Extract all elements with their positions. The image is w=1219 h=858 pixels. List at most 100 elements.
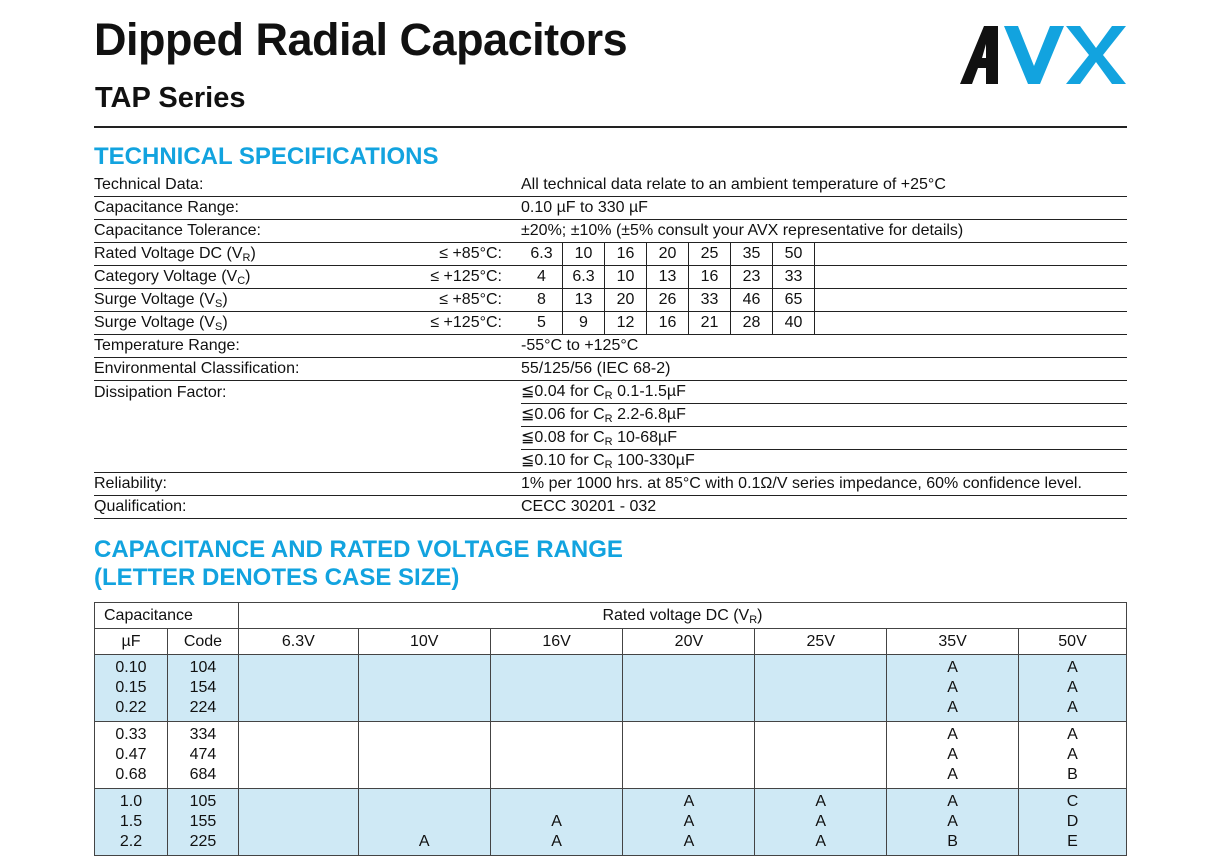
voltage-value: 65 (772, 289, 815, 311)
spec-label: Category Voltage (VC) (94, 265, 384, 289)
spec-label: Reliability: (94, 472, 384, 496)
spec-value: ±20%; ±10% (±5% consult your AVX represe… (521, 219, 1127, 243)
voltage-column-header: 20V (622, 628, 756, 655)
voltage-value: 33 (688, 289, 730, 311)
voltage-value: 20 (646, 243, 688, 265)
case-size-cell (622, 654, 756, 722)
code-values: 104 154 224 (166, 654, 239, 722)
voltage-column-header: 10V (357, 628, 491, 655)
voltage-value: 21 (688, 312, 730, 334)
uf-values: 0.33 0.47 0.68 (94, 721, 168, 789)
spec-condition: ≤ +125°C: (384, 311, 521, 335)
voltage-value: 16 (688, 266, 730, 288)
voltage-value: 26 (646, 289, 688, 311)
spec-value: ≦0.10 for CR 100-330µF (521, 449, 1127, 473)
spec-label (94, 427, 384, 450)
spec-condition: ≤ +125°C: (384, 265, 521, 289)
spec-label: Environmental Classification: (94, 357, 384, 381)
table-row: 1.0 1.5 2.2 105 155 225 A A A A A A A A A A A B C D E (94, 788, 1127, 856)
spec-value: All technical data relate to an ambient … (521, 174, 1127, 197)
voltage-value: 6.3 (562, 266, 604, 288)
voltage-rows: Rated Voltage DC (VR) ≤ +85°C: 6.3 10 16 20 25… (94, 242, 1127, 335)
spec-label: Surge Voltage (VS) (94, 288, 384, 312)
spec-value: ≦0.04 for CR 0.1-1.5µF (521, 380, 1127, 404)
case-size-cell (622, 721, 756, 789)
voltage-value: 10 (604, 266, 646, 288)
case-size-cell (489, 654, 624, 722)
case-size-cell (489, 721, 624, 789)
case-size-cell: A (357, 788, 491, 856)
spec-condition: ≤ +85°C: (384, 288, 521, 312)
spec-row-cap-tolerance: Capacitance Tolerance: ±20%; ±10% (±5% c… (94, 219, 1127, 243)
spec-value: ≦0.06 for CR 2.2-6.8µF (521, 403, 1127, 427)
dissipation-rows: Dissipation Factor: ≦0.04 for CR 0.1-1.5µ… (94, 380, 1127, 473)
spec-row-temp-range: Temperature Range: -55°C to +125°C (94, 334, 1127, 358)
voltage-value: 23 (730, 266, 772, 288)
voltage-value: 50 (772, 243, 815, 265)
spec-label: Qualification: (94, 495, 384, 519)
spec-row-cap-range: Capacitance Range: 0.10 µF to 330 µF (94, 196, 1127, 220)
spec-condition: ≤ +85°C: (384, 242, 521, 266)
spec-value: 55/125/56 (IEC 68-2) (521, 357, 1127, 381)
capacitance-header: Capacitance (94, 602, 239, 629)
case-size-cell (237, 654, 359, 722)
spec-row-voltage: Rated Voltage DC (VR) ≤ +85°C: 6.3 10 16 20 25… (94, 242, 1127, 266)
case-size-cell (357, 721, 491, 789)
voltage-value: 6.3 (530, 245, 553, 262)
voltage-value: 13 (562, 289, 604, 311)
voltage-values: 5 9 12 16 21 28 40 (521, 312, 815, 334)
voltage-value: 28 (730, 312, 772, 334)
spec-label: Dissipation Factor: (94, 383, 227, 401)
code-values: 105 155 225 (166, 788, 239, 856)
voltage-value: 5 (537, 314, 546, 331)
uf-values: 1.0 1.5 2.2 (94, 788, 168, 856)
spec-label: Capacitance Range: (94, 196, 384, 220)
voltage-value: 8 (537, 291, 546, 308)
case-size-cell (237, 721, 359, 789)
voltage-value: 10 (562, 243, 604, 265)
spec-row-voltage: Surge Voltage (VS) ≤ +125°C: 5 9 12 16 21 28 40 (94, 311, 1127, 335)
spec-row-reliability: Reliability: 1% per 1000 hrs. at 85°C wi… (94, 472, 1127, 496)
spec-row-dissipation: ≦0.06 for CR 2.2-6.8µF (94, 403, 1127, 427)
capacitance-range-table: Capacitance Rated voltage DC (VR) µF Cod… (94, 602, 1128, 856)
range-heading-line2: (LETTER DENOTES CASE SIZE) (94, 564, 460, 591)
voltage-values: 6.3 10 16 20 25 35 50 (521, 243, 815, 265)
spec-label: Rated Voltage DC (VR) (94, 242, 384, 266)
spec-row-dissipation: ≦0.08 for CR 10-68µF (94, 426, 1127, 450)
voltage-value: 12 (604, 312, 646, 334)
spec-label: Temperature Range: (94, 334, 384, 358)
spec-label: Technical Data: (94, 174, 384, 197)
header-rule (94, 126, 1127, 128)
spec-value: CECC 30201 - 032 (521, 495, 1127, 519)
voltage-value: 40 (772, 312, 815, 334)
spec-row-technical-data: Technical Data: All technical data relat… (94, 174, 1127, 197)
uf-values: 0.10 0.15 0.22 (94, 654, 168, 722)
avx-logo (960, 26, 1126, 84)
tech-spec-heading: TECHNICAL SPECIFICATIONS (94, 143, 439, 170)
voltage-value: 35 (730, 243, 772, 265)
voltage-value: 4 (537, 268, 546, 285)
spec-value: 0.10 µF to 330 µF (521, 196, 1127, 220)
table-row: 0.33 0.47 0.68 334 474 684 A A A A A B (94, 721, 1127, 789)
spec-label (94, 449, 384, 473)
rated-voltage-header: Rated voltage DC (VR) (237, 602, 1128, 629)
voltage-value: 46 (730, 289, 772, 311)
voltage-value: 33 (772, 266, 815, 288)
voltage-column-header: 6.3V (237, 628, 359, 655)
spec-row-dissipation: ≦0.10 for CR 100-330µF (94, 449, 1127, 473)
table-row: 0.10 0.15 0.22 104 154 224 A A A A A A (94, 654, 1127, 722)
voltage-column-header: 50V (1018, 628, 1127, 655)
voltage-value: 13 (646, 266, 688, 288)
spec-label: Surge Voltage (VS) (94, 311, 384, 335)
spec-label (94, 404, 384, 427)
page-title: Dipped Radial Capacitors (94, 14, 628, 65)
voltage-value: 16 (604, 243, 646, 265)
